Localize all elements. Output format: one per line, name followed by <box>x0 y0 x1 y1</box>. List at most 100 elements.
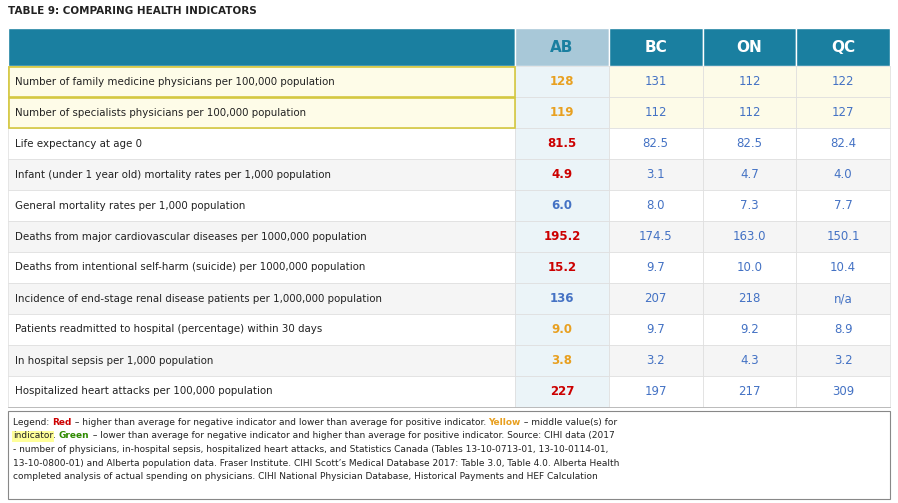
Text: Hospitalized heart attacks per 100,000 population: Hospitalized heart attacks per 100,000 p… <box>15 386 273 396</box>
Text: 9.7: 9.7 <box>647 323 665 336</box>
Text: – middle value(s) for: – middle value(s) for <box>521 418 617 427</box>
Text: 218: 218 <box>738 292 761 305</box>
Text: Infant (under 1 year old) mortality rates per 1,000 population: Infant (under 1 year old) mortality rate… <box>15 170 331 180</box>
Text: 127: 127 <box>832 106 854 119</box>
Text: 9.0: 9.0 <box>551 323 573 336</box>
Bar <box>609 28 702 66</box>
Bar <box>702 28 797 66</box>
Bar <box>609 97 702 128</box>
Bar <box>609 190 702 221</box>
Text: 4.3: 4.3 <box>740 354 759 367</box>
Text: 9.2: 9.2 <box>740 323 759 336</box>
Text: QC: QC <box>831 40 855 54</box>
Bar <box>8 283 515 314</box>
Text: 150.1: 150.1 <box>826 230 860 243</box>
Bar <box>8 66 515 97</box>
Bar <box>797 159 890 190</box>
Bar <box>8 98 515 127</box>
Bar <box>8 97 515 128</box>
Bar <box>797 345 890 376</box>
Bar <box>8 376 515 407</box>
Text: 15.2: 15.2 <box>548 261 577 274</box>
Bar <box>702 97 797 128</box>
Text: AB: AB <box>550 40 574 54</box>
Text: 82.4: 82.4 <box>830 137 856 150</box>
Text: – higher than average for negative indicator and lower than average for positive: – higher than average for negative indic… <box>72 418 489 427</box>
Bar <box>797 66 890 97</box>
Text: Deaths from intentional self-harm (suicide) per 1000,000 population: Deaths from intentional self-harm (suici… <box>15 263 365 273</box>
Text: 122: 122 <box>832 75 854 88</box>
Text: Legend:: Legend: <box>13 418 52 427</box>
Text: 7.7: 7.7 <box>833 199 852 212</box>
Text: Green: Green <box>59 432 90 441</box>
Text: 10.0: 10.0 <box>736 261 762 274</box>
Text: 3.2: 3.2 <box>647 354 665 367</box>
Bar <box>702 128 797 159</box>
Bar <box>515 314 609 345</box>
Bar <box>609 221 702 252</box>
Text: indicator: indicator <box>13 432 53 441</box>
Text: Deaths from major cardiovascular diseases per 1000,000 population: Deaths from major cardiovascular disease… <box>15 231 366 241</box>
Bar <box>609 376 702 407</box>
Text: 82.5: 82.5 <box>643 137 669 150</box>
Bar <box>515 159 609 190</box>
Bar <box>515 221 609 252</box>
Bar <box>8 252 515 283</box>
Bar <box>8 128 515 159</box>
Bar <box>8 314 515 345</box>
Text: 8.9: 8.9 <box>834 323 852 336</box>
Text: 195.2: 195.2 <box>543 230 581 243</box>
Bar <box>797 97 890 128</box>
Text: 217: 217 <box>738 385 761 398</box>
Bar <box>8 345 515 376</box>
Text: 128: 128 <box>550 75 574 88</box>
Text: In hospital sepsis per 1,000 population: In hospital sepsis per 1,000 population <box>15 356 214 366</box>
Text: 8.0: 8.0 <box>647 199 665 212</box>
Text: completed analysis of actual spending on physicians. CIHI National Physician Dat: completed analysis of actual spending on… <box>13 472 598 481</box>
Text: 227: 227 <box>550 385 574 398</box>
Text: 4.0: 4.0 <box>834 168 852 181</box>
Text: 7.3: 7.3 <box>740 199 759 212</box>
Text: Number of family medicine physicians per 100,000 population: Number of family medicine physicians per… <box>15 76 335 87</box>
Text: - number of physicians, in-hospital sepsis, hospitalized heart attacks, and Stat: - number of physicians, in-hospital seps… <box>13 445 608 454</box>
Bar <box>797 283 890 314</box>
Text: 10.4: 10.4 <box>830 261 856 274</box>
Text: 13-10-0800-01) and Alberta population data. Fraser Institute. CIHI Scott’s Medic: 13-10-0800-01) and Alberta population da… <box>13 459 620 467</box>
Bar <box>609 159 702 190</box>
Text: Incidence of end-stage renal disease patients per 1,000,000 population: Incidence of end-stage renal disease pat… <box>15 293 382 303</box>
Text: 4.9: 4.9 <box>551 168 573 181</box>
Bar <box>702 314 797 345</box>
Bar <box>8 159 515 190</box>
Text: .: . <box>53 432 59 441</box>
Text: 3.8: 3.8 <box>551 354 573 367</box>
Text: n/a: n/a <box>833 292 852 305</box>
Bar <box>797 190 890 221</box>
Text: 207: 207 <box>645 292 667 305</box>
Text: 174.5: 174.5 <box>638 230 673 243</box>
Bar <box>515 66 609 97</box>
Bar <box>8 411 890 499</box>
Text: 112: 112 <box>738 75 761 88</box>
Bar <box>515 345 609 376</box>
Bar <box>8 28 515 66</box>
Bar <box>702 345 797 376</box>
Text: Number of specialists physicians per 100,000 population: Number of specialists physicians per 100… <box>15 108 306 118</box>
Text: Yellow: Yellow <box>489 418 521 427</box>
Bar <box>12 431 54 442</box>
Bar <box>797 314 890 345</box>
Text: 112: 112 <box>738 106 761 119</box>
Text: BC: BC <box>645 40 667 54</box>
Bar <box>609 252 702 283</box>
Bar <box>515 190 609 221</box>
Bar <box>702 66 797 97</box>
Bar <box>609 66 702 97</box>
Text: 81.5: 81.5 <box>548 137 577 150</box>
Text: 131: 131 <box>645 75 667 88</box>
Bar <box>797 252 890 283</box>
Bar <box>702 283 797 314</box>
Bar <box>515 28 609 66</box>
Bar <box>8 66 515 97</box>
Bar <box>702 376 797 407</box>
Text: 309: 309 <box>832 385 854 398</box>
Text: 3.2: 3.2 <box>834 354 852 367</box>
